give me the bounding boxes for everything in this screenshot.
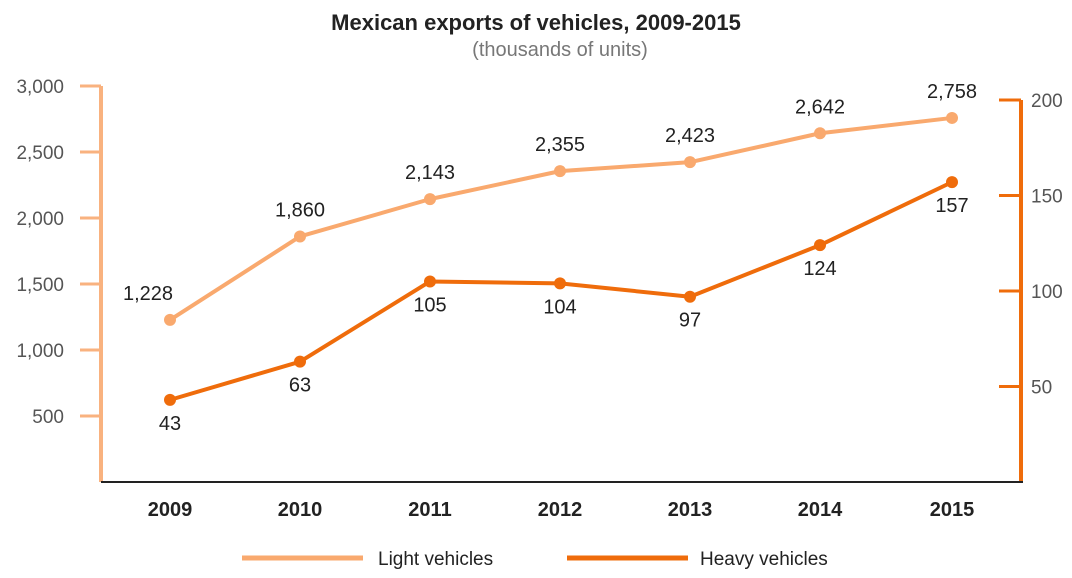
left-tick-label: 2,000 <box>16 209 64 230</box>
light-vehicles-series <box>164 111 958 326</box>
x-tick-label: 2015 <box>930 499 975 521</box>
left-tick-label: 3,000 <box>16 77 64 98</box>
heavy-data-label: 124 <box>803 258 836 280</box>
x-tick-label: 2011 <box>408 499 451 521</box>
x-tick-label: 2013 <box>668 499 713 521</box>
light-data-label: 2,355 <box>535 134 585 156</box>
heavy-data-label: 105 <box>413 294 446 316</box>
light-vehicles-point <box>946 111 958 124</box>
left-tick-label: 500 <box>32 407 64 428</box>
light-data-label: 2,423 <box>665 125 715 147</box>
heavy-data-label: 104 <box>543 296 576 318</box>
light-vehicles-point <box>424 193 436 206</box>
data-labels: 1,228 1,860 2,143 2,355 2,423 2,642 2,758 43 63 1… <box>123 81 977 435</box>
heavy-data-label: 157 <box>935 195 968 217</box>
heavy-vehicles-series <box>164 176 958 406</box>
chart-subtitle: (thousands of units) <box>472 39 648 61</box>
right-tick-label: 150 <box>1031 187 1063 208</box>
legend: Light vehicles Heavy vehicles <box>242 549 828 570</box>
x-tick-label: 2012 <box>538 499 583 521</box>
light-vehicles-point <box>814 127 826 140</box>
light-vehicles-point <box>554 165 566 178</box>
x-tick-label: 2014 <box>798 499 843 521</box>
axes: 3,000 2,500 2,000 1,500 1,000 500 200 150 100 50 2… <box>16 77 1062 521</box>
heavy-vehicles-point <box>424 275 436 288</box>
heavy-data-label: 43 <box>159 413 181 435</box>
right-tick-label: 200 <box>1031 91 1063 112</box>
light-vehicles-point <box>294 230 306 243</box>
light-data-label: 1,228 <box>123 283 173 305</box>
left-tick-label: 1,500 <box>16 275 64 296</box>
left-tick-label: 1,000 <box>16 341 64 362</box>
left-tick-label: 2,500 <box>16 143 64 164</box>
chart-title: Mexican exports of vehicles, 2009-2015 <box>331 10 741 35</box>
x-tick-label: 2009 <box>148 499 193 521</box>
light-data-label: 1,860 <box>275 199 325 221</box>
light-data-label: 2,642 <box>795 96 845 118</box>
legend-heavy-label: Heavy vehicles <box>700 549 828 570</box>
heavy-data-label: 63 <box>289 375 311 397</box>
heavy-vehicles-point <box>684 290 696 303</box>
heavy-vehicles-point <box>164 393 176 406</box>
x-tick-label: 2010 <box>278 499 323 521</box>
right-tick-label: 100 <box>1031 282 1063 303</box>
heavy-vehicles-point <box>814 239 826 252</box>
right-tick-label: 50 <box>1031 378 1052 399</box>
heavy-data-label: 97 <box>679 310 701 332</box>
light-vehicles-point <box>164 313 176 326</box>
light-data-label: 2,758 <box>927 81 977 103</box>
heavy-vehicles-point <box>554 277 566 290</box>
heavy-vehicles-point <box>294 355 306 368</box>
heavy-vehicles-point <box>946 176 958 189</box>
light-data-label: 2,143 <box>405 162 455 184</box>
legend-light-label: Light vehicles <box>378 549 493 570</box>
light-vehicles-point <box>684 156 696 169</box>
